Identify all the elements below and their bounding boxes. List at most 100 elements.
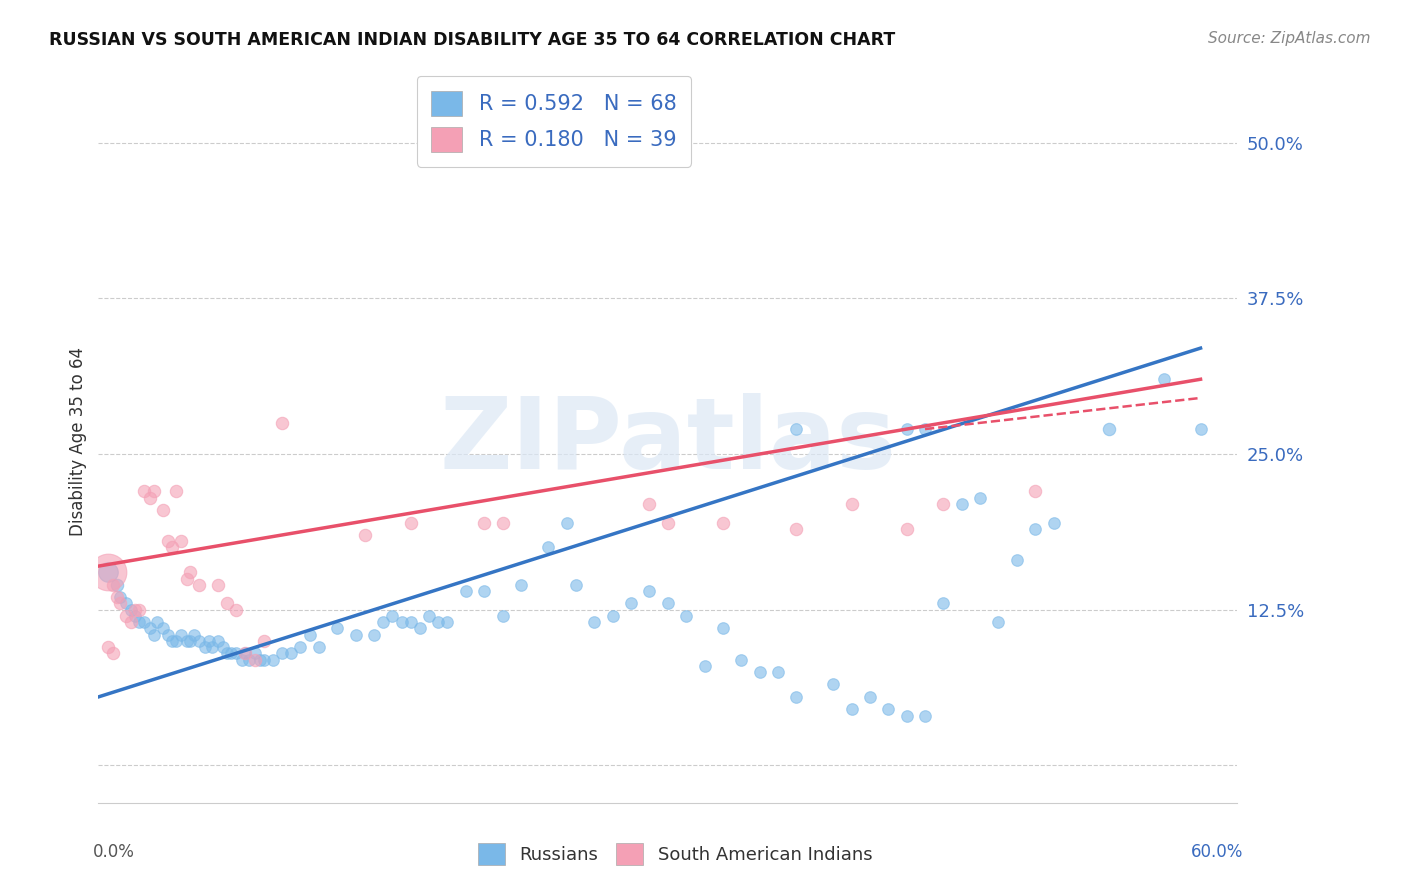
Point	[194, 640, 217, 654]
Point	[201, 640, 224, 654]
Point	[225, 646, 247, 660]
Point	[399, 615, 422, 630]
Point	[932, 497, 955, 511]
Point	[308, 640, 330, 654]
Point	[253, 633, 276, 648]
Point	[436, 615, 458, 630]
Point	[170, 627, 193, 641]
Point	[602, 609, 624, 624]
Point	[271, 416, 294, 430]
Point	[950, 497, 973, 511]
Point	[326, 621, 349, 635]
Point	[215, 597, 238, 611]
Point	[134, 615, 156, 630]
Point	[115, 597, 138, 611]
Point	[157, 534, 180, 549]
Point	[427, 615, 450, 630]
Point	[409, 621, 432, 635]
Point	[160, 541, 183, 555]
Point	[896, 422, 918, 436]
Point	[280, 646, 302, 660]
Point	[472, 516, 495, 530]
Point	[231, 652, 253, 666]
Point	[914, 422, 936, 436]
Point	[1098, 422, 1121, 436]
Point	[1024, 484, 1046, 499]
Point	[128, 603, 150, 617]
Point	[142, 484, 165, 499]
Point	[555, 516, 578, 530]
Point	[1189, 422, 1212, 436]
Point	[215, 646, 238, 660]
Point	[176, 633, 198, 648]
Point	[238, 652, 260, 666]
Point	[179, 566, 201, 580]
Point	[344, 627, 367, 641]
Point	[969, 491, 991, 505]
Point	[235, 646, 257, 660]
Text: ZIPatlas: ZIPatlas	[440, 393, 896, 490]
Point	[491, 609, 513, 624]
Point	[271, 646, 294, 660]
Point	[583, 615, 606, 630]
Point	[1153, 372, 1175, 386]
Point	[124, 603, 146, 617]
Point	[638, 584, 661, 599]
Point	[877, 702, 900, 716]
Point	[97, 566, 120, 580]
Point	[363, 627, 385, 641]
Point	[1042, 516, 1064, 530]
Text: Source: ZipAtlas.com: Source: ZipAtlas.com	[1208, 31, 1371, 46]
Point	[219, 646, 242, 660]
Point	[391, 615, 413, 630]
Point	[157, 627, 180, 641]
Point	[97, 566, 120, 580]
Point	[253, 652, 276, 666]
Point	[766, 665, 789, 679]
Point	[152, 621, 174, 635]
Point	[188, 578, 211, 592]
Point	[124, 609, 146, 624]
Point	[896, 708, 918, 723]
Point	[290, 640, 312, 654]
Text: 0.0%: 0.0%	[93, 843, 135, 861]
Point	[183, 627, 205, 641]
Point	[146, 615, 169, 630]
Point	[165, 484, 187, 499]
Point	[987, 615, 1010, 630]
Point	[160, 633, 183, 648]
Point	[262, 652, 284, 666]
Point	[225, 603, 247, 617]
Point	[472, 584, 495, 599]
Point	[711, 621, 734, 635]
Point	[859, 690, 882, 704]
Y-axis label: Disability Age 35 to 64: Disability Age 35 to 64	[69, 347, 87, 536]
Point	[121, 615, 143, 630]
Point	[657, 597, 679, 611]
Point	[165, 633, 187, 648]
Point	[197, 633, 219, 648]
Point	[418, 609, 440, 624]
Point	[785, 422, 807, 436]
Point	[101, 578, 124, 592]
Point	[121, 603, 143, 617]
Point	[115, 609, 138, 624]
Point	[711, 516, 734, 530]
Point	[249, 652, 271, 666]
Text: 60.0%: 60.0%	[1191, 843, 1243, 861]
Point	[101, 646, 124, 660]
Point	[170, 534, 193, 549]
Point	[212, 640, 235, 654]
Point	[1024, 522, 1046, 536]
Point	[914, 708, 936, 723]
Point	[537, 541, 560, 555]
Point	[748, 665, 770, 679]
Point	[638, 497, 661, 511]
Legend: R = 0.592   N = 68, R = 0.180   N = 39: R = 0.592 N = 68, R = 0.180 N = 39	[416, 76, 692, 167]
Point	[675, 609, 697, 624]
Point	[243, 652, 266, 666]
Point	[235, 646, 257, 660]
Point	[381, 609, 404, 624]
Point	[139, 621, 162, 635]
Point	[657, 516, 679, 530]
